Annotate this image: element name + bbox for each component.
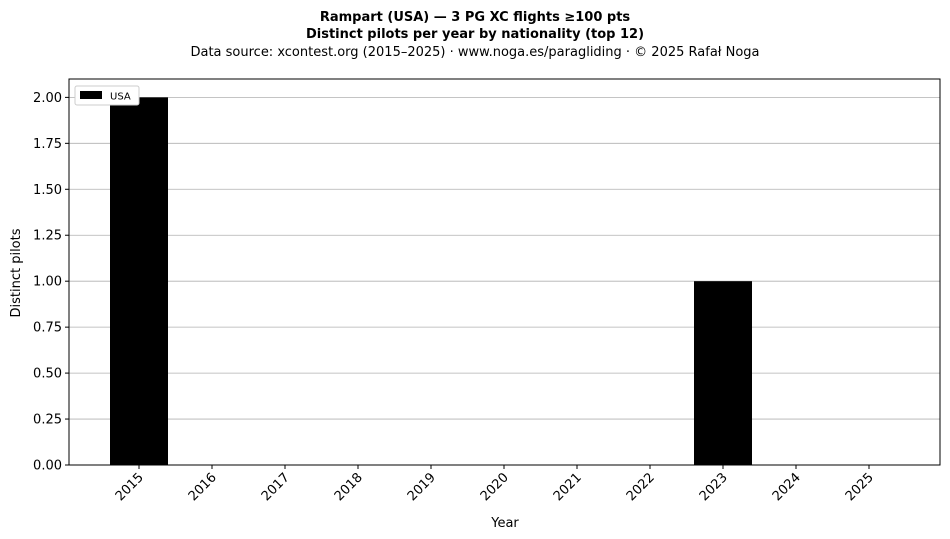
legend-box <box>74 85 140 106</box>
legend-label: USA <box>110 92 131 103</box>
x-tick-label-2025: 2025 <box>843 470 877 504</box>
x-tick-label-2021: 2021 <box>551 470 585 504</box>
x-tick-label-2016: 2016 <box>186 470 220 504</box>
x-tick-label-2022: 2022 <box>624 470 658 504</box>
bar-2015 <box>110 97 168 465</box>
y-tick-label: 0.25 <box>33 413 62 428</box>
y-tick-label: 0.00 <box>33 459 62 474</box>
x-tick-label-2024: 2024 <box>770 470 804 504</box>
plot-frame <box>68 78 941 466</box>
x-tick-label-2018: 2018 <box>332 470 366 504</box>
legend: USA <box>74 85 140 106</box>
chart-title-line2: Distinct pilots per year by nationality … <box>306 27 644 42</box>
y-tick-label: 2.00 <box>33 91 62 106</box>
chart-title-line1: Rampart (USA) — 3 PG XC flights ≥100 pts <box>320 10 631 25</box>
y-axis-label: Distinct pilots <box>9 228 24 317</box>
grid-lines <box>69 96 940 466</box>
y-tick-label: 0.50 <box>33 367 62 382</box>
x-tick-label-2017: 2017 <box>259 470 293 504</box>
y-tick-label: 0.75 <box>33 321 62 336</box>
bar-2023 <box>694 281 752 465</box>
x-tick-label-2019: 2019 <box>405 470 439 504</box>
x-tick-label-2015: 2015 <box>113 470 147 504</box>
y-tick-label: 1.50 <box>33 183 62 198</box>
x-tick-label-2023: 2023 <box>697 470 731 504</box>
y-tick-label: 1.75 <box>33 137 62 152</box>
legend-swatch <box>80 91 102 99</box>
x-tick-label-2020: 2020 <box>478 470 512 504</box>
bars <box>110 97 752 465</box>
x-axis-label: Year <box>490 516 519 531</box>
y-tick-label: 1.25 <box>33 229 62 244</box>
axes: 0.00 0.25 0.50 0.75 1.00 1.25 1.50 1.75 2.00 2015… <box>33 78 941 504</box>
y-tick-label: 1.00 <box>33 275 62 290</box>
chart-subtitle: Data source: xcontest.org (2015–2025) · … <box>190 45 759 60</box>
